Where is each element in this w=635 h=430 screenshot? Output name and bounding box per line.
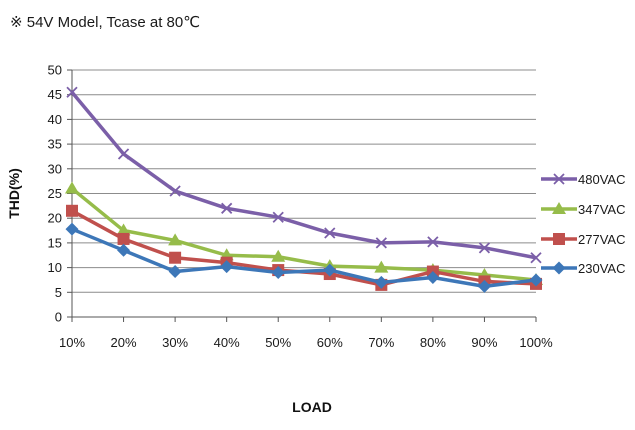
x-tick-label-5: 60% — [317, 335, 343, 350]
legend-label-480vac: 480VAC — [578, 172, 625, 187]
legend-marker-347vac — [552, 202, 566, 214]
x-tick-label-2: 30% — [162, 335, 188, 350]
gridlines — [72, 69, 536, 293]
legend-item-230vac: 230VAC — [541, 261, 625, 276]
data-point-277vac-1 — [117, 232, 130, 245]
data-point-230vac-8 — [477, 279, 491, 293]
data-point-347vac-2 — [168, 233, 183, 246]
data-point-230vac-0 — [65, 222, 79, 236]
legend-item-277vac: 277VAC — [541, 232, 625, 247]
data-point-277vac-0 — [66, 204, 78, 217]
y-tick-label-35: 35 — [48, 137, 62, 152]
data-point-230vac-2 — [168, 265, 182, 279]
data-point-230vac-3 — [220, 260, 234, 274]
y-tick-label-0: 0 — [55, 310, 62, 325]
legend-label-230vac: 230VAC — [578, 261, 625, 276]
data-point-230vac-9 — [529, 273, 543, 287]
y-tick-label-5: 5 — [55, 285, 62, 300]
x-tick-label-7: 80% — [420, 335, 446, 350]
series-line-347vac — [70, 187, 537, 282]
data-point-480vac-1 — [117, 148, 130, 160]
data-point-347vac-1 — [116, 223, 131, 236]
legend: 480VAC 347VAC 277VAC 230VAC — [541, 172, 625, 276]
y-tick-label-20: 20 — [48, 211, 62, 226]
data-point-230vac-4 — [271, 266, 285, 280]
data-point-480vac-5 — [324, 227, 336, 239]
x-axis-title: LOAD — [292, 399, 332, 415]
data-point-480vac-9 — [530, 252, 542, 264]
legend-marker-230vac — [552, 261, 566, 275]
x-tick-label-0: 10% — [59, 335, 85, 350]
series-line-230vac — [71, 227, 537, 289]
legend-item-480vac: 480VAC — [541, 172, 625, 187]
y-tick-label-15: 15 — [48, 235, 62, 250]
series-group — [65, 86, 543, 293]
x-tick-label-9: 100% — [519, 335, 553, 350]
chart-caption: ※ 54V Model, Tcase at 80℃ — [10, 14, 201, 31]
y-tick-label-30: 30 — [48, 161, 62, 176]
data-point-230vac-5 — [323, 263, 337, 277]
y-tick-label-45: 45 — [48, 87, 62, 102]
data-point-230vac-6 — [374, 275, 388, 289]
legend-item-347vac: 347VAC — [541, 202, 625, 217]
data-point-230vac-1 — [117, 243, 131, 257]
y-tick-label-25: 25 — [48, 186, 62, 201]
y-tick-label-50: 50 — [48, 63, 62, 78]
data-point-347vac-0 — [65, 181, 79, 194]
data-point-480vac-8 — [478, 242, 491, 254]
data-point-230vac-7 — [426, 270, 440, 284]
x-tick-label-3: 40% — [214, 335, 240, 350]
data-point-480vac-6 — [375, 237, 387, 249]
data-point-480vac-4 — [272, 211, 284, 223]
data-point-480vac-0 — [66, 86, 78, 98]
legend-label-347vac: 347VAC — [578, 202, 625, 217]
data-point-480vac-2 — [169, 185, 181, 197]
y-tick-label-40: 40 — [48, 112, 62, 127]
data-point-347vac-6 — [374, 260, 389, 273]
legend-marker-277vac — [553, 233, 565, 245]
axes: 0 5 10 15 20 25 30 35 40 45 50 10% 20% 30% 40% 50% 60% 70… — [48, 63, 554, 351]
data-point-480vac-7 — [427, 236, 439, 248]
y-tick-label-10: 10 — [48, 260, 62, 275]
data-point-347vac-4 — [271, 249, 286, 262]
data-point-480vac-3 — [221, 202, 233, 214]
y-axis-title: THD(%) — [6, 168, 22, 219]
x-tick-label-6: 70% — [368, 335, 394, 350]
series-line-480vac — [70, 91, 537, 260]
data-point-277vac-2 — [169, 251, 182, 264]
x-tick-label-4: 50% — [265, 335, 291, 350]
x-tick-label-1: 20% — [111, 335, 137, 350]
x-tick-label-8: 90% — [471, 335, 497, 350]
legend-label-277vac: 277VAC — [578, 232, 625, 247]
legend-marker-480vac — [553, 173, 565, 185]
